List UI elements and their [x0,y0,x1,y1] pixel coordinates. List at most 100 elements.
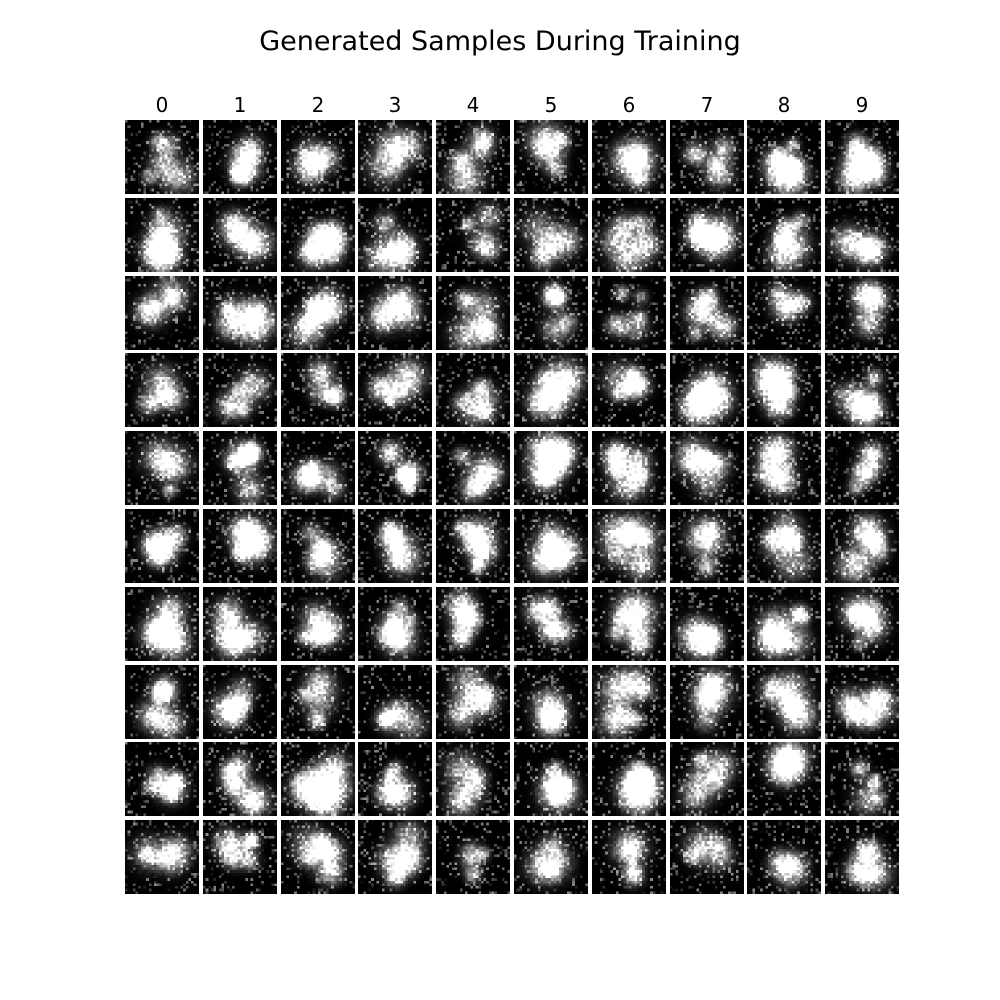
generated-sample-image [514,276,588,350]
sample-cell [514,276,588,350]
generated-sample-image [125,587,199,661]
generated-sample-image [203,665,277,739]
generated-sample-image [203,587,277,661]
sample-cell [825,509,899,583]
generated-sample-image [203,509,277,583]
sample-cell [125,665,199,739]
generated-sample-image [514,509,588,583]
sample-cell [436,587,510,661]
generated-sample-image [747,665,821,739]
sample-cell [825,742,899,816]
sample-cell [125,120,199,194]
generated-sample-image [281,198,355,272]
sample-cell [358,587,432,661]
sample-cell [670,276,744,350]
generated-sample-image [592,587,666,661]
sample-cell [592,742,666,816]
generated-sample-image [203,742,277,816]
generated-sample-image [125,431,199,505]
sample-cell [670,120,744,194]
sample-cell [514,509,588,583]
generated-sample-image [747,820,821,894]
sample-cell [747,820,821,894]
generated-sample-image [747,120,821,194]
sample-cell [125,820,199,894]
generated-sample-image [747,742,821,816]
generated-sample-image [436,353,510,427]
sample-cell [592,276,666,350]
generated-sample-image [592,353,666,427]
sample-cell [514,431,588,505]
sample-cell [825,276,899,350]
sample-cell [747,665,821,739]
generated-sample-image [436,431,510,505]
generated-sample-image [358,353,432,427]
sample-cell [203,198,277,272]
column-label-1: 1 [233,93,247,117]
generated-sample-image [358,509,432,583]
generated-sample-image [670,665,744,739]
generated-sample-image [592,509,666,583]
sample-cell [358,276,432,350]
sample-cell [592,509,666,583]
sample-cell [436,509,510,583]
sample-cell [281,120,355,194]
generated-sample-image [281,431,355,505]
sample-cell [125,431,199,505]
generated-sample-image [514,198,588,272]
sample-cell [747,120,821,194]
sample-cell [358,665,432,739]
sample-cell [670,431,744,505]
sample-cell [592,353,666,427]
sample-cell [592,120,666,194]
sample-cell [670,587,744,661]
generated-sample-image [436,120,510,194]
generated-sample-image [281,509,355,583]
generated-sample-image [825,587,899,661]
generated-sample-image [825,509,899,583]
generated-sample-image [825,742,899,816]
generated-sample-image [436,820,510,894]
sample-cell [203,742,277,816]
generated-sample-image [592,742,666,816]
generated-sample-image [281,742,355,816]
sample-cell [125,509,199,583]
generated-sample-image [125,120,199,194]
column-label-6: 6 [622,93,636,117]
sample-cell [436,198,510,272]
generated-sample-image [203,353,277,427]
generated-sample-image [670,120,744,194]
sample-cell [203,353,277,427]
generated-sample-image [281,820,355,894]
sample-cell [514,198,588,272]
sample-cell [281,587,355,661]
generated-sample-image [592,120,666,194]
generated-sample-image [514,120,588,194]
sample-cell [592,431,666,505]
generated-sample-image [125,198,199,272]
sample-cell [670,665,744,739]
generated-sample-image [592,276,666,350]
generated-sample-image [670,587,744,661]
generated-sample-image [747,509,821,583]
generated-sample-image [825,198,899,272]
sample-cell [436,431,510,505]
generated-sample-image [747,587,821,661]
sample-cell [514,587,588,661]
sample-cell [825,587,899,661]
chart-title: Generated Samples During Training [259,26,741,57]
sample-cell [670,742,744,816]
generated-sample-image [747,353,821,427]
generated-sample-image [125,665,199,739]
column-label-8: 8 [777,93,791,117]
generated-sample-image [670,276,744,350]
sample-cell [747,353,821,427]
sample-cell [436,820,510,894]
sample-cell [358,431,432,505]
generated-sample-image [670,431,744,505]
sample-cell [203,665,277,739]
generated-sample-image [203,120,277,194]
sample-cell [203,820,277,894]
sample-cell [125,742,199,816]
